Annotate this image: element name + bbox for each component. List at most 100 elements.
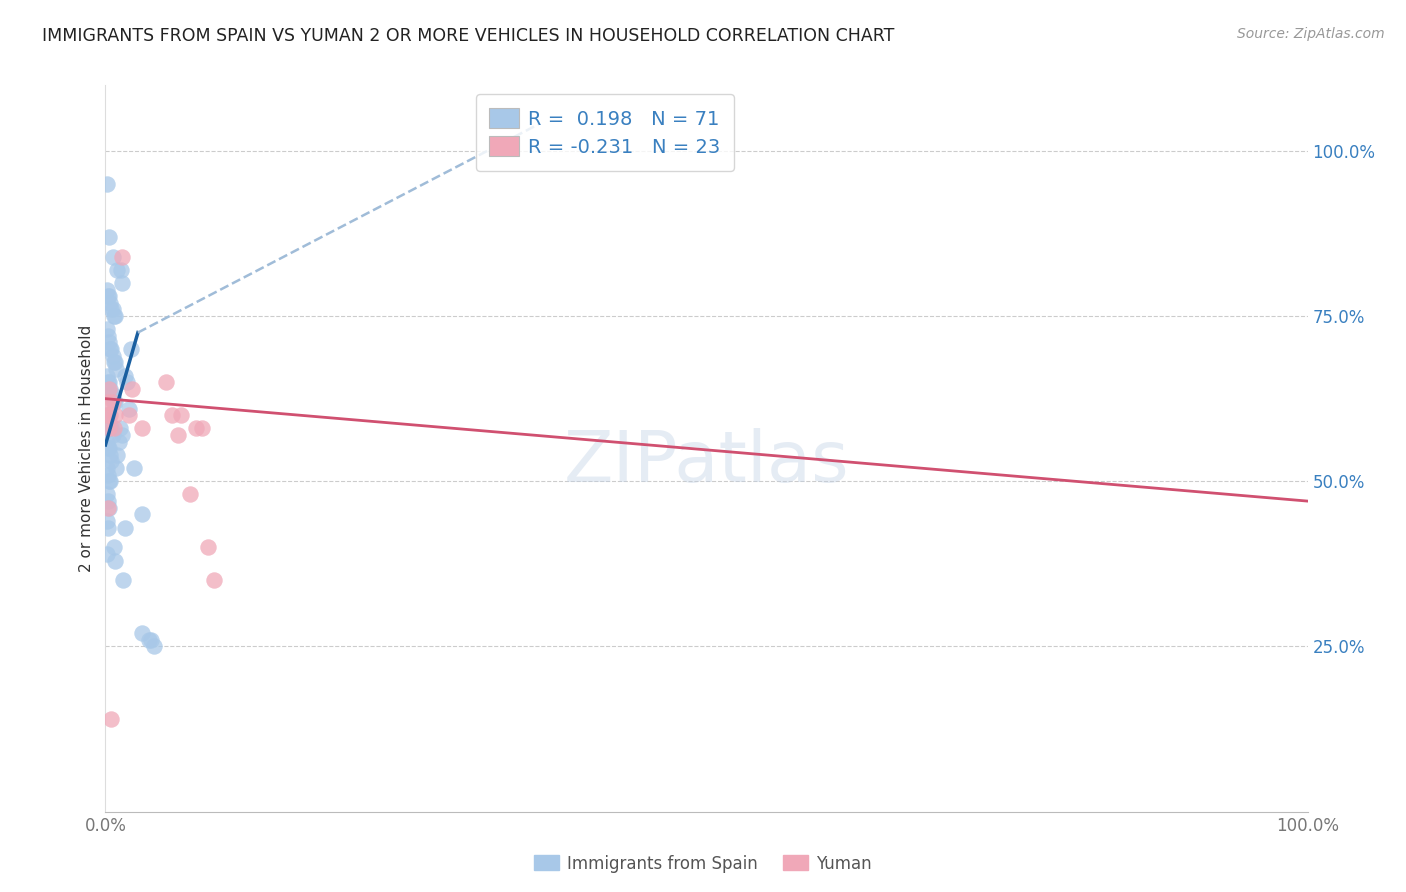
- Point: [103, 355, 125, 369]
- Point: [98, 335, 121, 350]
- Point: [97, 408, 120, 422]
- Point: [98, 415, 121, 429]
- Point: [97, 395, 120, 409]
- Point: [98, 296, 121, 310]
- Point: [121, 382, 143, 396]
- Point: [97, 520, 120, 534]
- Point: [118, 408, 141, 422]
- Point: [105, 461, 128, 475]
- Point: [98, 421, 121, 435]
- Point: [101, 388, 124, 402]
- Point: [111, 276, 134, 290]
- Point: [96, 434, 118, 449]
- Point: [131, 508, 153, 522]
- Point: [101, 250, 124, 264]
- Point: [103, 395, 125, 409]
- Point: [107, 262, 129, 277]
- Point: [100, 342, 122, 356]
- Point: [100, 302, 122, 317]
- Point: [108, 421, 131, 435]
- Point: [142, 640, 165, 654]
- Point: [104, 408, 127, 422]
- Text: IMMIGRANTS FROM SPAIN VS YUMAN 2 OR MORE VEHICLES IN HOUSEHOLD CORRELATION CHART: IMMIGRANTS FROM SPAIN VS YUMAN 2 OR MORE…: [42, 27, 894, 45]
- Point: [111, 428, 134, 442]
- Point: [197, 541, 219, 555]
- Point: [104, 309, 127, 323]
- Point: [160, 408, 183, 422]
- Point: [155, 375, 177, 389]
- Point: [115, 375, 138, 389]
- Point: [104, 395, 127, 409]
- Point: [101, 302, 124, 317]
- Point: [97, 329, 120, 343]
- Point: [103, 421, 125, 435]
- Point: [96, 368, 118, 383]
- Point: [97, 494, 120, 508]
- Point: [97, 500, 120, 515]
- Point: [118, 401, 141, 416]
- Point: [96, 514, 118, 528]
- Legend: R =  0.198   N = 71, R = -0.231   N = 23: R = 0.198 N = 71, R = -0.231 N = 23: [475, 95, 734, 170]
- Point: [103, 541, 125, 555]
- Point: [96, 177, 118, 191]
- Point: [98, 475, 121, 489]
- Point: [101, 428, 124, 442]
- Point: [179, 487, 201, 501]
- Point: [202, 574, 225, 588]
- Y-axis label: 2 or more Vehicles in Household: 2 or more Vehicles in Household: [79, 325, 94, 572]
- Point: [112, 574, 135, 588]
- Point: [131, 421, 153, 435]
- Point: [104, 553, 127, 567]
- Point: [96, 283, 118, 297]
- Point: [98, 475, 121, 489]
- Point: [100, 712, 122, 726]
- Point: [111, 250, 134, 264]
- Point: [98, 289, 121, 303]
- Text: ZIPatlas: ZIPatlas: [564, 428, 849, 497]
- Point: [96, 487, 118, 501]
- Point: [98, 375, 121, 389]
- Point: [97, 442, 120, 455]
- Point: [107, 448, 129, 462]
- Point: [98, 421, 121, 435]
- Point: [98, 448, 121, 462]
- Point: [138, 632, 160, 647]
- Point: [100, 388, 122, 402]
- Point: [100, 421, 122, 435]
- Point: [96, 408, 118, 422]
- Point: [98, 342, 121, 356]
- Point: [131, 626, 153, 640]
- Point: [103, 309, 125, 323]
- Point: [166, 428, 188, 442]
- Point: [120, 342, 142, 356]
- Point: [139, 632, 162, 647]
- Text: Source: ZipAtlas.com: Source: ZipAtlas.com: [1237, 27, 1385, 41]
- Point: [100, 454, 122, 468]
- Point: [98, 408, 121, 422]
- Point: [101, 395, 124, 409]
- Point: [98, 442, 121, 455]
- Point: [98, 382, 121, 396]
- Point: [96, 461, 118, 475]
- Point: [170, 408, 193, 422]
- Point: [114, 520, 136, 534]
- Point: [190, 421, 212, 435]
- Point: [96, 408, 118, 422]
- Point: [114, 368, 136, 383]
- Point: [96, 322, 118, 336]
- Point: [101, 349, 124, 363]
- Legend: Immigrants from Spain, Yuman: Immigrants from Spain, Yuman: [527, 848, 879, 880]
- Point: [97, 375, 120, 389]
- Point: [124, 461, 146, 475]
- Point: [105, 362, 128, 376]
- Point: [97, 289, 120, 303]
- Point: [107, 434, 129, 449]
- Point: [104, 355, 127, 369]
- Point: [98, 382, 121, 396]
- Point: [110, 262, 132, 277]
- Point: [96, 547, 118, 561]
- Point: [97, 467, 120, 482]
- Point: [98, 500, 121, 515]
- Point: [184, 421, 207, 435]
- Point: [98, 229, 121, 244]
